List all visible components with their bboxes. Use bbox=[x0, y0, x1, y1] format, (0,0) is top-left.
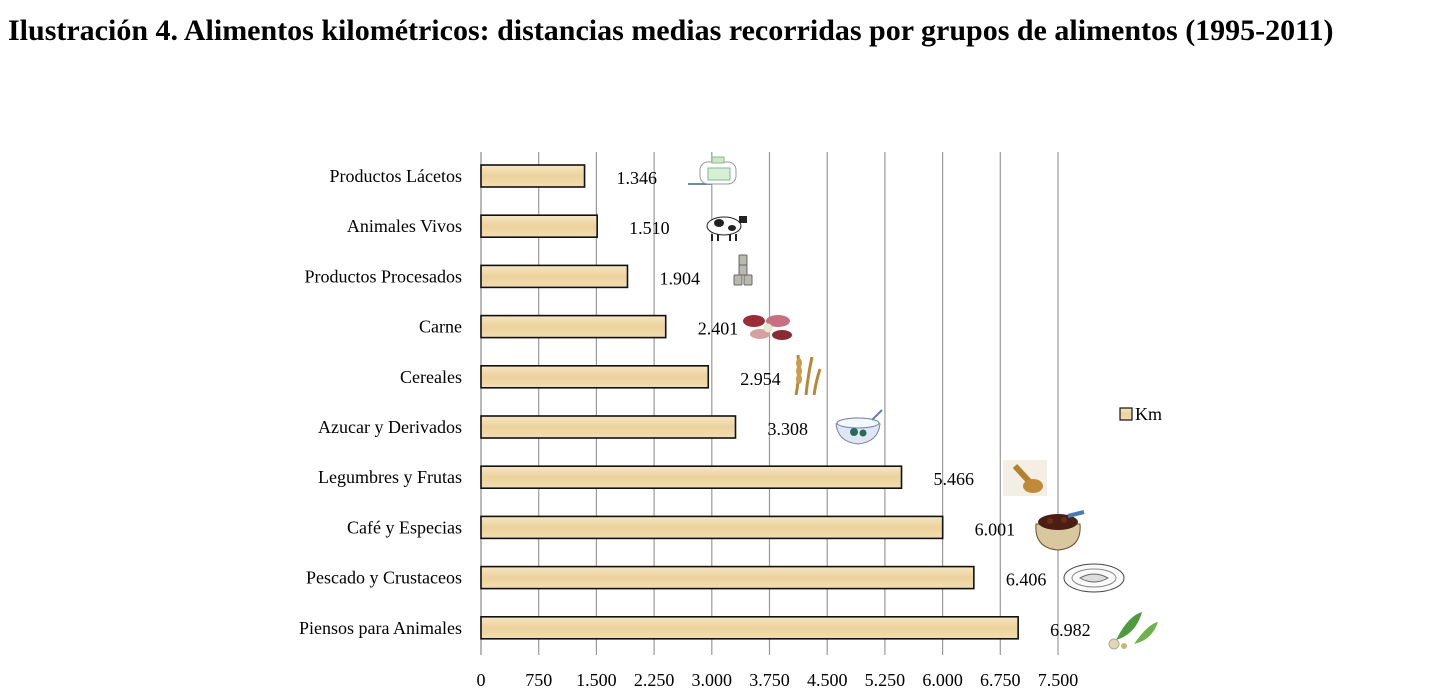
data-label: 2.401 bbox=[698, 319, 739, 339]
category-label: Animales Vivos bbox=[347, 216, 462, 236]
x-tick-label: 750 bbox=[525, 670, 552, 690]
category-label: Productos Procesados bbox=[305, 266, 462, 286]
x-tick-label: 4.500 bbox=[807, 670, 848, 690]
x-tick-label: 6.750 bbox=[980, 670, 1021, 690]
bar bbox=[480, 415, 737, 439]
data-label: 2.954 bbox=[740, 369, 781, 389]
data-label: 1.904 bbox=[659, 268, 700, 288]
meat-icon bbox=[743, 315, 792, 340]
fish-plate-icon bbox=[1063, 563, 1125, 593]
category-label: Azucar y Derivados bbox=[318, 417, 462, 437]
bar bbox=[480, 515, 944, 540]
bar bbox=[480, 364, 710, 389]
data-label: 5.466 bbox=[934, 469, 975, 489]
x-tick-label: 5.250 bbox=[865, 670, 906, 690]
bar bbox=[480, 164, 586, 188]
bar bbox=[480, 314, 667, 339]
seed-scoop-icon bbox=[1003, 460, 1047, 496]
x-tick-label: 1.500 bbox=[576, 670, 617, 690]
x-tick-label: 3.000 bbox=[692, 670, 733, 690]
cow-icon bbox=[706, 216, 747, 241]
bar bbox=[480, 465, 903, 490]
legend-label: Km bbox=[1135, 404, 1162, 424]
bar bbox=[480, 264, 629, 289]
category-label: Legumbres y Frutas bbox=[318, 467, 462, 487]
bar bbox=[480, 615, 1019, 640]
cans-icon bbox=[733, 254, 753, 286]
bar bbox=[480, 214, 598, 238]
category-label: Café y Especias bbox=[347, 517, 462, 537]
data-label: 3.308 bbox=[767, 419, 808, 439]
category-label: Piensos para Animales bbox=[299, 618, 462, 638]
bars: 1.346 1.510 1.904 2.401 2.954 3.308 5.466 6.001… bbox=[480, 164, 1091, 640]
sugar-bowl-icon bbox=[835, 409, 883, 445]
category-label: Pescado y Crustaceos bbox=[306, 568, 462, 588]
x-tick-label: 0 bbox=[477, 670, 486, 690]
x-tick-label: 6.000 bbox=[922, 670, 963, 690]
data-label: 6.406 bbox=[1006, 570, 1047, 590]
legend-swatch bbox=[1119, 407, 1133, 421]
x-tick-label: 2.250 bbox=[634, 670, 675, 690]
category-label: Productos Lácetos bbox=[330, 166, 462, 186]
data-label: 6.001 bbox=[975, 519, 1016, 539]
coffee-sack-icon bbox=[1035, 510, 1085, 551]
wheat-icon bbox=[794, 354, 822, 396]
x-tick-label: 7.500 bbox=[1038, 670, 1079, 690]
chart-title: Ilustración 4. Alimentos kilométricos: d… bbox=[8, 14, 1334, 47]
milk-carton-icon bbox=[688, 156, 737, 185]
category-icons bbox=[688, 156, 1158, 650]
bar bbox=[480, 565, 975, 590]
legend: Km bbox=[1119, 404, 1162, 424]
category-label: Cereales bbox=[400, 367, 462, 387]
data-label: 6.982 bbox=[1050, 620, 1091, 640]
herbs-icon bbox=[1108, 612, 1158, 650]
data-label: 1.510 bbox=[629, 218, 670, 238]
data-label: 1.346 bbox=[617, 168, 658, 188]
x-axis: 0 750 1.500 2.250 3.000 3.750 4.500 5.250 6.000 6… bbox=[299, 166, 1078, 690]
x-tick-label: 3.750 bbox=[749, 670, 790, 690]
category-label: Carne bbox=[419, 317, 462, 337]
